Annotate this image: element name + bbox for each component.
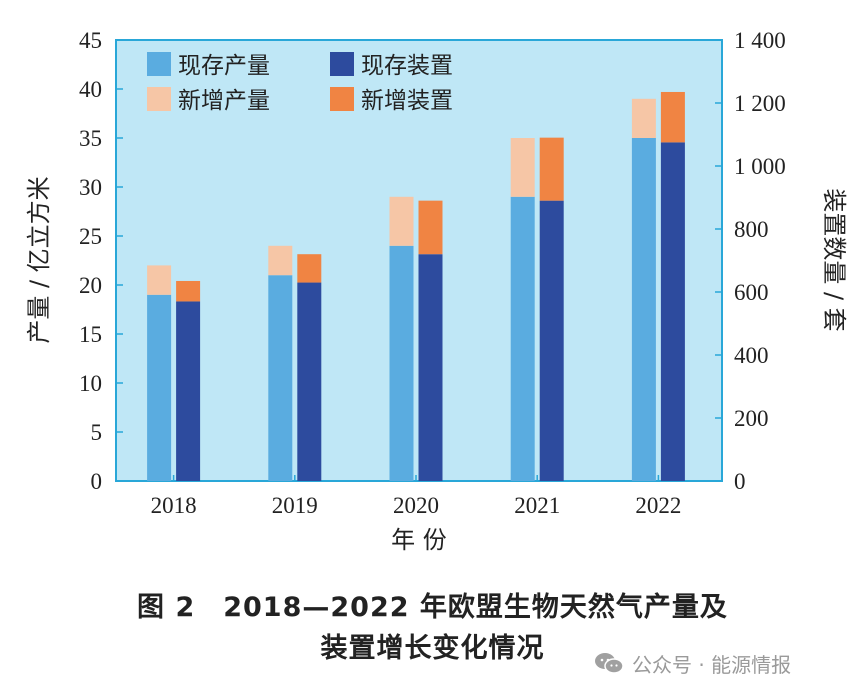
right-tick-label: 1 000 <box>734 154 786 179</box>
left-axis: 0 5 10 15 20 25 30 35 40 45 <box>79 28 123 494</box>
legend-label-new-plants: 新增装置 <box>361 88 453 114</box>
bar-new-production <box>510 138 535 197</box>
bar-new-production <box>147 265 172 295</box>
left-tick-label: 5 <box>91 420 103 445</box>
bar-new-production <box>389 196 414 246</box>
legend: 现存产量 现存装置 新增产量 新增装置 <box>147 52 453 114</box>
bar-existing-production <box>147 294 172 481</box>
bar-new-production <box>268 245 293 276</box>
bar-new-plants <box>418 200 443 255</box>
right-axis-title: 装置数量 / 套 <box>820 188 848 331</box>
left-tick-label: 35 <box>79 126 102 151</box>
bar-existing-plants <box>539 200 564 481</box>
x-tick-label: 2018 <box>151 493 197 518</box>
left-tick-label: 30 <box>79 175 102 200</box>
x-tick-label: 2019 <box>272 493 318 518</box>
right-tick-label: 1 200 <box>734 91 786 116</box>
bar-existing-plants <box>660 142 685 481</box>
legend-swatch-existing-production <box>147 52 171 76</box>
bar-new-plants <box>297 254 322 283</box>
watermark-text: 公众号 · 能源情报 <box>632 652 792 677</box>
wechat-icon <box>595 653 624 674</box>
right-tick-label: 600 <box>734 280 769 305</box>
left-axis-title: 产量 / 亿立方米 <box>25 176 53 343</box>
chart: 0 5 10 15 20 25 30 35 40 45 0 200 400 600 800 1 000 1 2… <box>25 28 848 554</box>
right-tick-label: 1 400 <box>734 28 786 53</box>
legend-label-existing-production: 现存产量 <box>178 53 270 79</box>
bar-existing-production <box>510 196 535 482</box>
left-tick-label: 15 <box>79 322 102 347</box>
x-axis: 2018 2019 2020 2021 2022 <box>151 475 681 518</box>
legend-swatch-new-production <box>147 87 171 111</box>
right-tick-label: 200 <box>734 406 769 431</box>
bar-new-plants <box>176 280 201 302</box>
legend-label-new-production: 新增产量 <box>178 88 270 114</box>
figure-caption-line-2: 装置增长变化情况 <box>320 633 545 664</box>
x-tick-label: 2020 <box>393 493 439 518</box>
bar-new-plants <box>660 91 685 143</box>
legend-swatch-existing-plants <box>330 52 354 76</box>
bar-existing-plants <box>297 282 322 481</box>
bar-existing-production <box>631 138 656 481</box>
x-tick-label: 2022 <box>635 493 681 518</box>
left-tick-label: 45 <box>79 28 102 53</box>
watermark: 公众号 · 能源情报 <box>594 648 791 678</box>
right-tick-label: 400 <box>734 343 769 368</box>
legend-label-existing-plants: 现存装置 <box>361 53 453 79</box>
left-tick-label: 20 <box>79 273 102 298</box>
right-axis: 0 200 400 600 800 1 000 1 200 1 400 <box>715 28 786 494</box>
left-tick-label: 25 <box>79 224 102 249</box>
right-tick-label: 800 <box>734 217 769 242</box>
right-tick-label: 0 <box>734 469 746 494</box>
x-axis-title: 年 份 <box>391 526 447 554</box>
bar-existing-production <box>389 245 414 481</box>
legend-swatch-new-plants <box>330 87 354 111</box>
x-tick-label: 2021 <box>514 493 560 518</box>
bar-existing-plants <box>418 254 443 481</box>
bars <box>147 91 685 482</box>
figure-caption-line-1: 图 2 2018—2022 年欧盟生物天然气产量及 <box>137 592 728 623</box>
left-tick-label: 10 <box>79 371 102 396</box>
bar-existing-plants <box>176 301 201 481</box>
left-tick-label: 0 <box>91 469 103 494</box>
left-tick-label: 40 <box>79 77 102 102</box>
bar-existing-production <box>268 275 293 481</box>
bar-new-plants <box>539 137 564 201</box>
bar-new-production <box>631 98 656 138</box>
